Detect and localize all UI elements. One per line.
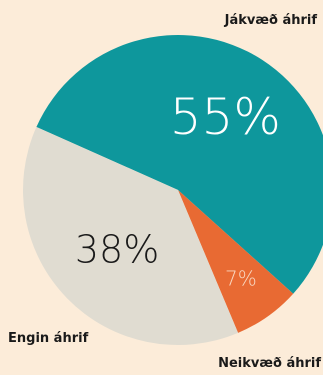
legend-label-negative: Neikvæð áhrif — [218, 356, 321, 371]
legend-label-none: Engin áhrif — [8, 331, 89, 346]
pie-slice-positive — [36, 35, 323, 294]
pie-value-label-none: 38% — [75, 228, 159, 272]
pie-slice-none — [23, 126, 239, 345]
pie-value-label-negative: 7% — [225, 266, 257, 290]
legend-label-positive: Jákvæð áhrif — [224, 13, 317, 28]
pie-value-label-positive: 55% — [170, 88, 281, 146]
pie-slice-negative — [178, 190, 294, 333]
